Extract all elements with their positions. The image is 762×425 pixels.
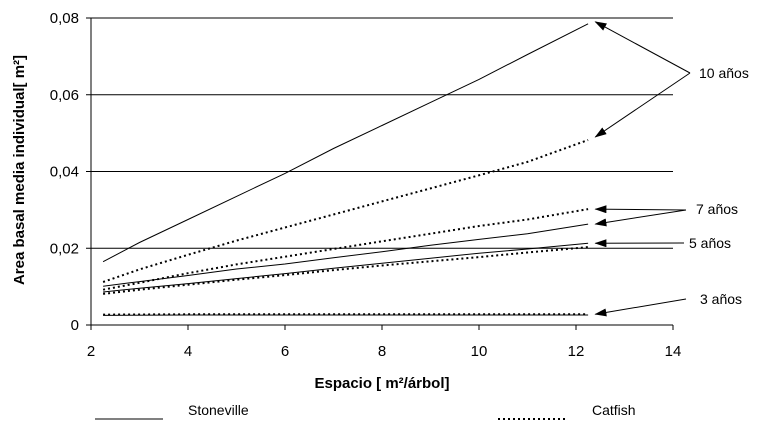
axes	[86, 17, 674, 330]
y-tick-label-0: 0	[71, 317, 79, 334]
y-axis-title: Area basal media individual[ m²]	[11, 55, 28, 285]
series-line-catfish-5	[102, 246, 589, 295]
y-tick-label-1: 0,02	[50, 240, 79, 257]
x-tick-label-1: 4	[184, 343, 192, 360]
annotations: 10 años 7 años 5 años 3 años	[594, 21, 749, 317]
annotation-arrow-1-0	[594, 205, 687, 214]
x-tick-label-2: 6	[281, 343, 289, 360]
y-tick-label-3: 0,06	[50, 87, 79, 104]
y-tick-label-2: 0,04	[50, 164, 79, 181]
annotation-label-0: 10 años	[699, 65, 749, 81]
series-line-catfish-2	[102, 208, 589, 291]
x-tick-labels: 2 4 6 8 10 12 14	[87, 343, 682, 360]
series-line-stoneville-4	[103, 242, 589, 293]
annotation-arrow-3-0	[594, 298, 687, 317]
x-tick-label-0: 2	[87, 343, 95, 360]
annotation-label-2: 5 años	[689, 235, 731, 251]
annotation-label-1: 7 años	[696, 201, 738, 217]
series-line-stoneville-3	[103, 223, 589, 287]
x-tick-label-4: 10	[471, 343, 488, 360]
legend-label-stoneville: Stoneville	[188, 402, 249, 418]
legend: Stoneville Catfish	[95, 402, 636, 420]
annotation-arrow-0-0	[594, 21, 691, 74]
x-axis-title: Espacio [ m²/árbol]	[314, 375, 449, 392]
series-line-catfish-1	[102, 139, 589, 283]
x-tick-label-3: 8	[378, 343, 386, 360]
legend-label-catfish: Catfish	[592, 402, 636, 418]
x-tick-label-6: 14	[665, 343, 682, 360]
y-tick-labels: 0 0,02 0,04 0,06 0,08	[50, 10, 79, 334]
series-lines	[102, 23, 589, 316]
x-tick-label-5: 12	[568, 343, 585, 360]
series-line-stoneville-0	[102, 23, 589, 263]
annotation-label-3: 3 años	[700, 291, 742, 307]
annotation-arrow-1-1	[594, 209, 687, 227]
y-tick-label-4: 0,08	[50, 10, 79, 27]
gridlines	[91, 17, 673, 249]
annotation-arrow-0-1	[594, 72, 691, 138]
